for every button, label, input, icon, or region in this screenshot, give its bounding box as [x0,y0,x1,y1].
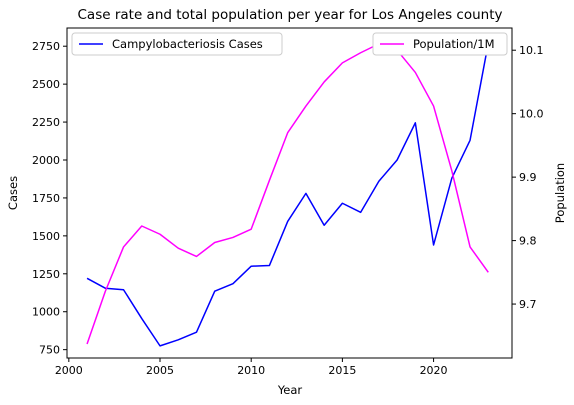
plot-area [66,27,513,359]
y-axis-left-label: Cases [6,176,20,210]
cases-line [86,43,490,347]
y-left-tick-label: 1250 [32,268,60,281]
y-left-tick-label: 1000 [32,306,60,319]
x-axis: 2000 2005 2010 2015 2020 [55,358,448,377]
y-axis-right: 9.7 9.8 9.9 10.0 10.1 [512,44,544,311]
y-right-tick-label: 9.9 [519,171,537,184]
x-tick-label: 2005 [146,364,174,377]
population-line [86,43,489,345]
y-left-tick-label: 2250 [32,116,60,129]
y-left-tick-label: 1750 [32,192,60,205]
y-left-tick-label: 2500 [32,78,60,91]
legend-left-label: Campylobacteriosis Cases [112,37,263,51]
legend-left-box [71,32,283,56]
y-right-tick-label: 10.0 [519,108,544,121]
chart-title: Case rate and total population per year … [78,7,503,23]
x-tick-label: 2020 [420,364,448,377]
legend-left: Campylobacteriosis Cases [71,32,283,56]
y-left-tick-label: 2750 [32,40,60,53]
legend-right: Population/1M [372,32,508,56]
y-left-tick-label: 750 [39,344,60,357]
y-right-tick-label: 10.1 [519,44,544,57]
y-axis-left: 750 1000 1250 1500 1750 2000 2250 2500 2750 [32,40,67,357]
x-axis-label: Year [277,383,303,397]
y-left-tick-label: 2000 [32,154,60,167]
x-tick-label: 2000 [55,364,83,377]
x-tick-label: 2015 [328,364,356,377]
legend-right-label: Population/1M [413,37,495,51]
y-right-tick-label: 9.7 [519,298,537,311]
series-lines [86,43,490,347]
y-left-tick-label: 1500 [32,230,60,243]
x-tick-label: 2010 [237,364,265,377]
legend-right-box [372,32,508,56]
y-right-tick-label: 9.8 [519,235,537,248]
y-axis-right-label: Population [553,163,567,223]
